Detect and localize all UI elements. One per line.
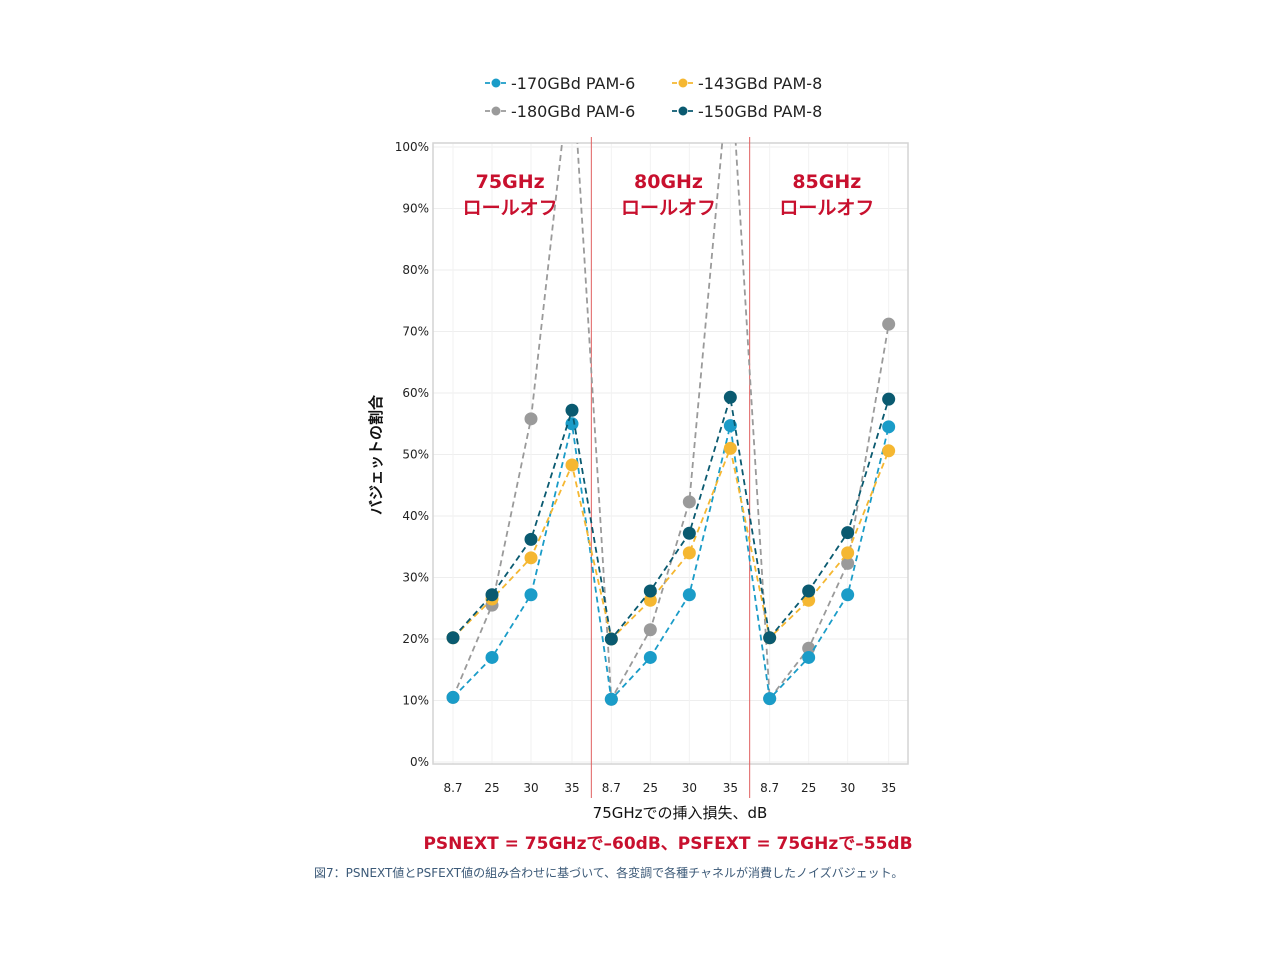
data-point (802, 650, 816, 664)
x-tick-label: 30 (523, 781, 538, 795)
x-tick-label: 35 (723, 781, 738, 795)
data-point (524, 412, 538, 426)
data-point (882, 317, 896, 331)
group-separators (590, 137, 751, 798)
legend-label: -143GBd PAM-8 (698, 74, 822, 93)
data-point (882, 420, 896, 434)
x-tick-label: 35 (564, 781, 579, 795)
data-point (604, 632, 618, 646)
series-lines (446, 143, 896, 706)
series-line (452, 397, 890, 642)
y-tick-label: 40% (402, 509, 429, 523)
series-line (452, 143, 890, 703)
y-axis-title: バジェットの割合 (367, 394, 385, 515)
data-point (763, 692, 777, 706)
data-point (841, 556, 855, 570)
data-point (723, 390, 737, 404)
data-point (446, 631, 460, 645)
x-tick-label: 8.7 (443, 781, 462, 795)
group-label-line2: ロールオフ (621, 197, 716, 219)
data-point (524, 551, 538, 565)
x-tick-label: 25 (801, 781, 816, 795)
legend-item: -180GBd PAM-6 (485, 102, 635, 121)
y-tick-label: 90% (402, 202, 429, 216)
y-tick-label: 10% (402, 694, 429, 708)
legend: -170GBd PAM-6 -143GBd PAM-8 -180GBd PAM-6 -… (485, 74, 822, 121)
data-point (485, 650, 499, 664)
group-label-line2: ロールオフ (779, 197, 874, 219)
x-axis-title: 75GHzでの挿入損失、dB (593, 804, 768, 822)
data-point (682, 495, 696, 509)
group-label-line1: 75GHz (476, 171, 545, 193)
y-tick-label: 30% (402, 571, 429, 585)
y-tick-label: 0% (410, 755, 429, 769)
data-point (643, 623, 657, 637)
series-line (452, 423, 890, 702)
y-axis-ticks: 0% 10% 20% 30% 40% 50% 60% 70% 80% 90% 100% (395, 140, 429, 769)
x-tick-label: 30 (840, 781, 855, 795)
data-point (723, 441, 737, 455)
data-point (643, 650, 657, 664)
data-point (682, 526, 696, 540)
legend-label: -180GBd PAM-6 (511, 102, 635, 121)
x-tick-label: 30 (682, 781, 697, 795)
data-point (802, 641, 816, 655)
x-axis-ticks: 8.7 25 30 35 8.7 25 30 35 8.7 25 30 35 (443, 781, 896, 795)
data-point (763, 631, 777, 645)
y-tick-label: 20% (402, 632, 429, 646)
data-point (604, 692, 618, 706)
figure-caption: 図7：PSNEXT値とPSFEXT値の組み合わせに基づいて、各変調で各種チャネル… (314, 865, 903, 880)
y-tick-label: 100% (395, 140, 429, 154)
group-labels: 75GHz ロールオフ 80GHz ロールオフ 85GHz ロールオフ (463, 171, 875, 219)
x-tick-label: 8.7 (602, 781, 621, 795)
data-point (882, 444, 896, 458)
data-point (524, 532, 538, 546)
x-tick-label: 25 (484, 781, 499, 795)
series-line (452, 445, 890, 641)
data-point (802, 593, 816, 607)
group-label-line1: 85GHz (792, 171, 861, 193)
legend-item: -170GBd PAM-6 (485, 74, 635, 93)
data-point (446, 690, 460, 704)
data-point (682, 588, 696, 602)
legend-item: -150GBd PAM-8 (672, 102, 822, 121)
y-tick-label: 50% (402, 448, 429, 462)
data-point (802, 584, 816, 598)
x-tick-label: 25 (643, 781, 658, 795)
plot-frame (432, 142, 909, 765)
x-tick-label: 35 (881, 781, 896, 795)
grid (433, 143, 908, 764)
data-point (565, 458, 579, 472)
y-tick-label: 60% (402, 386, 429, 400)
data-point (841, 588, 855, 602)
group-label-line2: ロールオフ (463, 197, 558, 219)
data-point (682, 546, 696, 560)
data-point (841, 526, 855, 540)
legend-swatch-marker (678, 106, 688, 116)
group-label-line1: 80GHz (634, 171, 703, 193)
data-point (565, 403, 579, 417)
data-point (524, 588, 538, 602)
legend-item: -143GBd PAM-8 (672, 74, 822, 93)
y-tick-label: 80% (402, 263, 429, 277)
data-point (565, 417, 579, 431)
data-point (643, 584, 657, 598)
data-point (841, 546, 855, 560)
legend-swatch-marker (678, 78, 688, 88)
legend-swatch-marker (491, 106, 501, 116)
legend-label: -170GBd PAM-6 (511, 74, 635, 93)
x-tick-label: 8.7 (760, 781, 779, 795)
chart-subtitle: PSNEXT = 75GHzで–60dB、PSFEXT = 75GHzで–55d… (423, 834, 912, 854)
data-point (643, 593, 657, 607)
legend-label: -150GBd PAM-8 (698, 102, 822, 121)
data-point (882, 392, 896, 406)
y-tick-label: 70% (402, 325, 429, 339)
legend-swatch-marker (491, 78, 501, 88)
data-point (485, 588, 499, 602)
